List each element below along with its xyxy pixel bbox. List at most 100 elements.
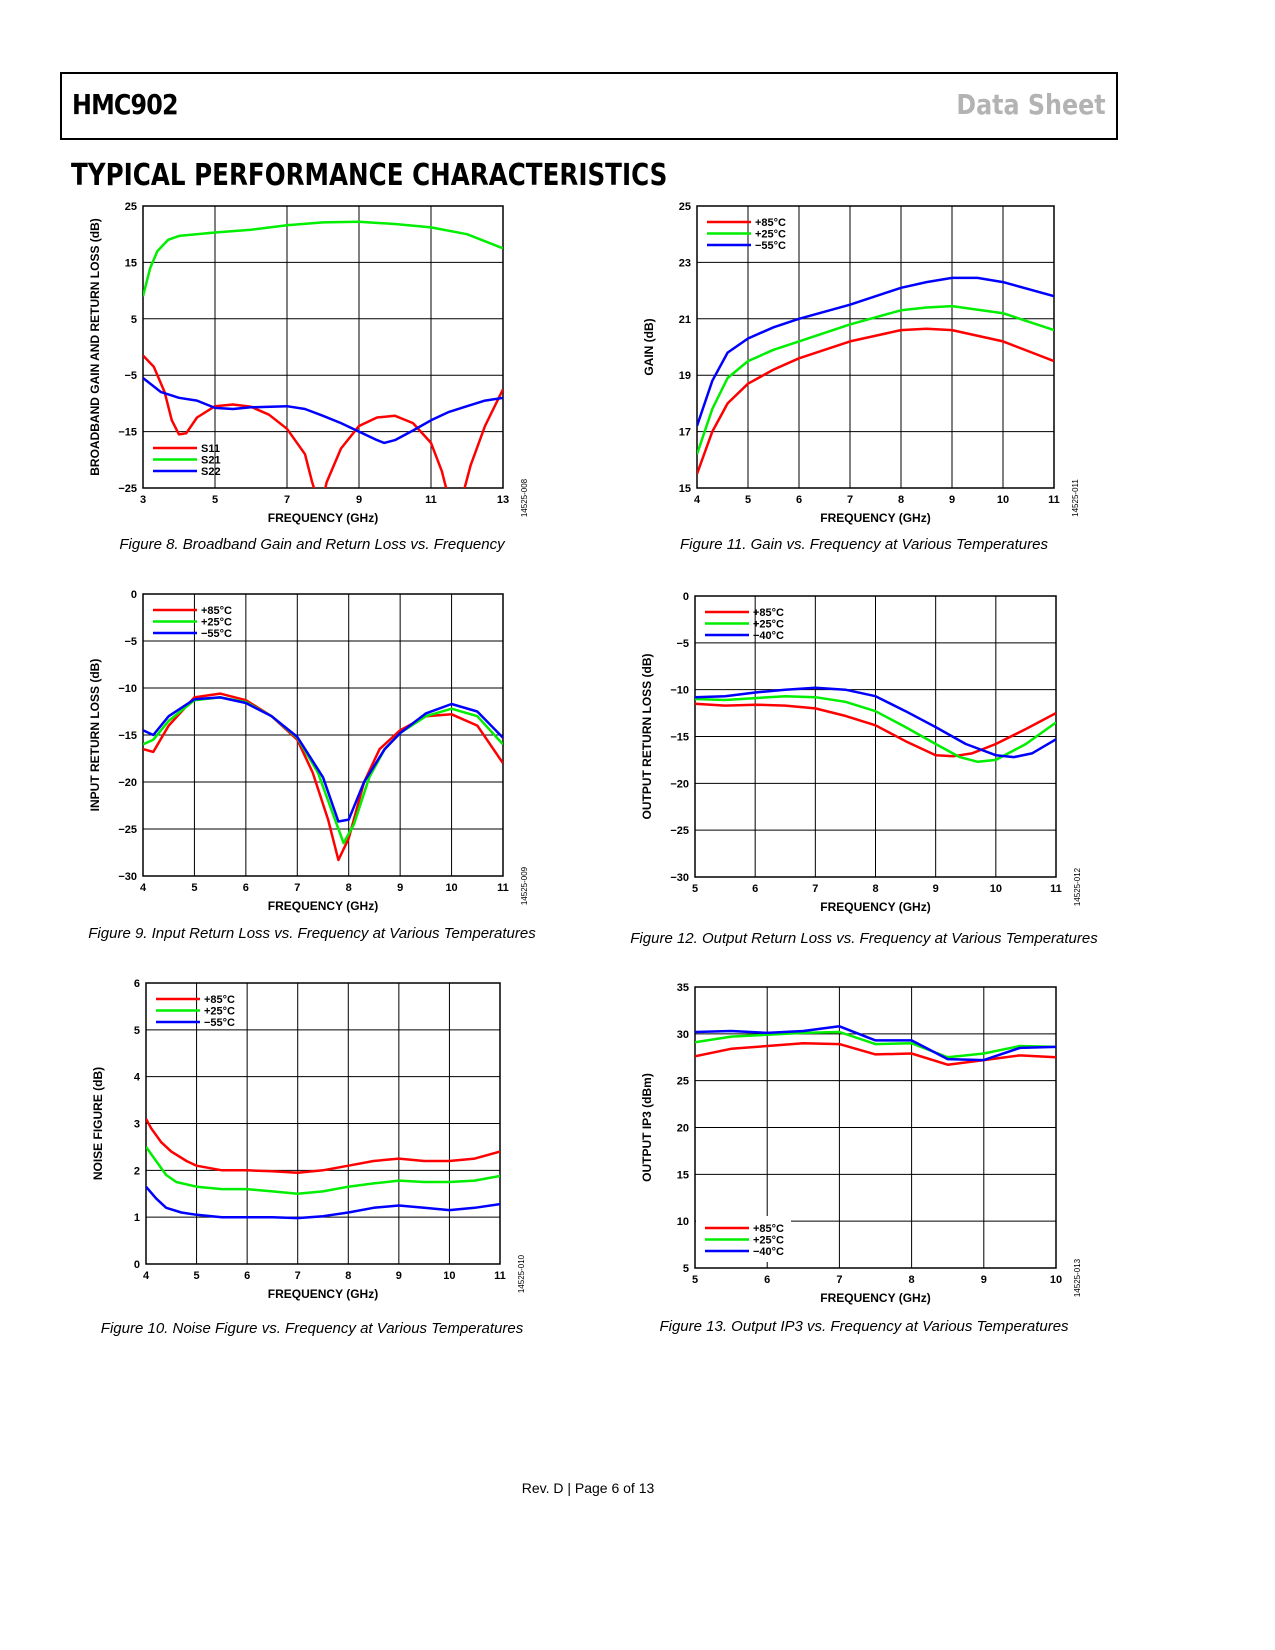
x-tick-label: 6 (243, 882, 249, 894)
legend-label: −40°C (753, 1246, 784, 1258)
y-tick-label: −30 (118, 871, 137, 883)
x-tick-label: 7 (847, 494, 853, 506)
series-line (697, 304, 1054, 455)
y-axis-label: OUTPUT RETURN LOSS (dB) (640, 654, 654, 820)
x-tick-label: 8 (346, 882, 352, 894)
y-tick-label: −20 (670, 778, 689, 790)
x-tick-label: 5 (745, 494, 751, 506)
y-tick-label: 19 (679, 370, 691, 382)
y-tick-label: −5 (676, 638, 689, 650)
figure-caption: Figure 10. Noise Figure vs. Frequency at… (100, 1320, 524, 1337)
section-title: TYPICAL PERFORMANCE CHARACTERISTICS (71, 158, 668, 193)
plot-frame (694, 595, 1057, 878)
chart: 5 6 7 8 9 10 11 −30 −25 −20 −15 −10 −5 0 FREQUENCY (GH… (640, 591, 1082, 914)
y-tick-label: −5 (124, 370, 137, 382)
x-tick-label: 8 (898, 494, 904, 506)
series-line (695, 1025, 1056, 1062)
x-tick-label: 6 (244, 1270, 250, 1282)
plot-area (697, 206, 1054, 488)
x-tick-label: 5 (212, 494, 218, 506)
x-tick-label: 7 (295, 1270, 301, 1282)
series-line (697, 276, 1054, 427)
series-group (143, 220, 503, 488)
figure-code: 14525-013 (1073, 1258, 1082, 1297)
series-line (143, 696, 503, 823)
y-tick-label: 10 (677, 1216, 689, 1228)
page-footer: Rev. D | Page 6 of 13 (521, 1480, 655, 1496)
doc-type: Data Sheet (956, 88, 1106, 121)
y-tick-label: 25 (677, 1076, 689, 1088)
legend-label: −40°C (753, 630, 784, 642)
x-tick-label: 11 (1050, 883, 1062, 895)
legend-label: +25°C (201, 617, 232, 629)
legend-label: +25°C (753, 1235, 784, 1247)
y-tick-label: 15 (125, 257, 137, 269)
y-tick-label: 25 (125, 201, 137, 213)
x-tick-label: 10 (990, 883, 1002, 895)
x-tick-label: 5 (194, 1270, 200, 1282)
legend-label: +85°C (204, 994, 235, 1006)
legend-label: +85°C (753, 607, 784, 619)
y-tick-label: −25 (118, 824, 137, 836)
y-tick-label: 6 (134, 978, 140, 990)
plot-frame (145, 982, 501, 1265)
y-tick-label: 5 (131, 314, 137, 326)
series-line (697, 327, 1054, 475)
x-tick-label: 8 (872, 883, 878, 895)
x-tick-label: 8 (345, 1270, 351, 1282)
legend-label: +85°C (201, 605, 232, 617)
y-tick-label: −30 (670, 872, 689, 884)
y-tick-label: 25 (679, 201, 691, 213)
y-tick-label: 2 (134, 1165, 140, 1177)
series-group (697, 276, 1054, 475)
x-tick-label: 3 (140, 494, 146, 506)
x-tick-label: 9 (356, 494, 362, 506)
plot-frame (696, 205, 1055, 489)
y-tick-label: 17 (679, 427, 691, 439)
series-line (695, 1041, 1056, 1066)
x-tick-label: 11 (425, 494, 437, 506)
series-group (695, 686, 1056, 764)
y-axis-label: NOISE FIGURE (dB) (91, 1067, 105, 1180)
x-tick-label: 10 (443, 1270, 455, 1282)
x-tick-label: 6 (752, 883, 758, 895)
series-group (143, 692, 503, 862)
series-line (695, 1030, 1056, 1059)
y-tick-label: 21 (679, 314, 691, 326)
x-axis-label: FREQUENCY (GHz) (820, 511, 930, 525)
x-tick-label: 5 (191, 882, 197, 894)
figure-caption: Figure 9. Input Return Loss vs. Frequenc… (88, 925, 536, 942)
y-tick-label: 15 (677, 1169, 689, 1181)
y-tick-label: 20 (677, 1123, 689, 1135)
x-tick-label: 5 (692, 883, 698, 895)
chart: 4 5 6 7 8 9 10 11 15 17 19 21 23 25 FREQUENCY (GHz) GAI… (642, 201, 1080, 525)
figure-code: 14525-011 (1071, 479, 1080, 517)
y-tick-label: 35 (677, 982, 689, 994)
figure-code: 14525-008 (520, 478, 529, 517)
y-tick-label: 30 (677, 1029, 689, 1041)
x-tick-label: 5 (692, 1274, 698, 1286)
x-tick-label: 9 (396, 1270, 402, 1282)
legend-label: S11 (201, 443, 220, 455)
legend-label: S21 (201, 455, 221, 467)
y-tick-label: −25 (118, 483, 137, 495)
x-tick-label: 13 (497, 494, 509, 506)
y-tick-label: −25 (670, 825, 689, 837)
x-tick-label: 11 (494, 1270, 506, 1282)
legend-label: −55°C (755, 240, 786, 252)
plot-frame (142, 593, 504, 877)
y-tick-label: 0 (683, 591, 689, 603)
x-tick-label: 7 (836, 1274, 842, 1286)
x-tick-label: 7 (284, 494, 290, 506)
x-tick-label: 10 (997, 494, 1009, 506)
figure-code: 14525-009 (520, 866, 529, 905)
x-tick-label: 7 (294, 882, 300, 894)
legend-label: +25°C (755, 229, 786, 241)
x-axis-label: FREQUENCY (GHz) (820, 1291, 930, 1305)
y-axis-label: INPUT RETURN LOSS (dB) (88, 659, 102, 812)
figure-code: 14525-010 (517, 1254, 526, 1293)
figure-caption: Figure 13. Output IP3 vs. Frequency at V… (659, 1318, 1069, 1335)
chart: 3 5 7 9 11 13 −25 −15 −5 5 15 25 FREQUENCY (GHz) BROA… (88, 201, 529, 525)
x-tick-label: 6 (764, 1274, 770, 1286)
